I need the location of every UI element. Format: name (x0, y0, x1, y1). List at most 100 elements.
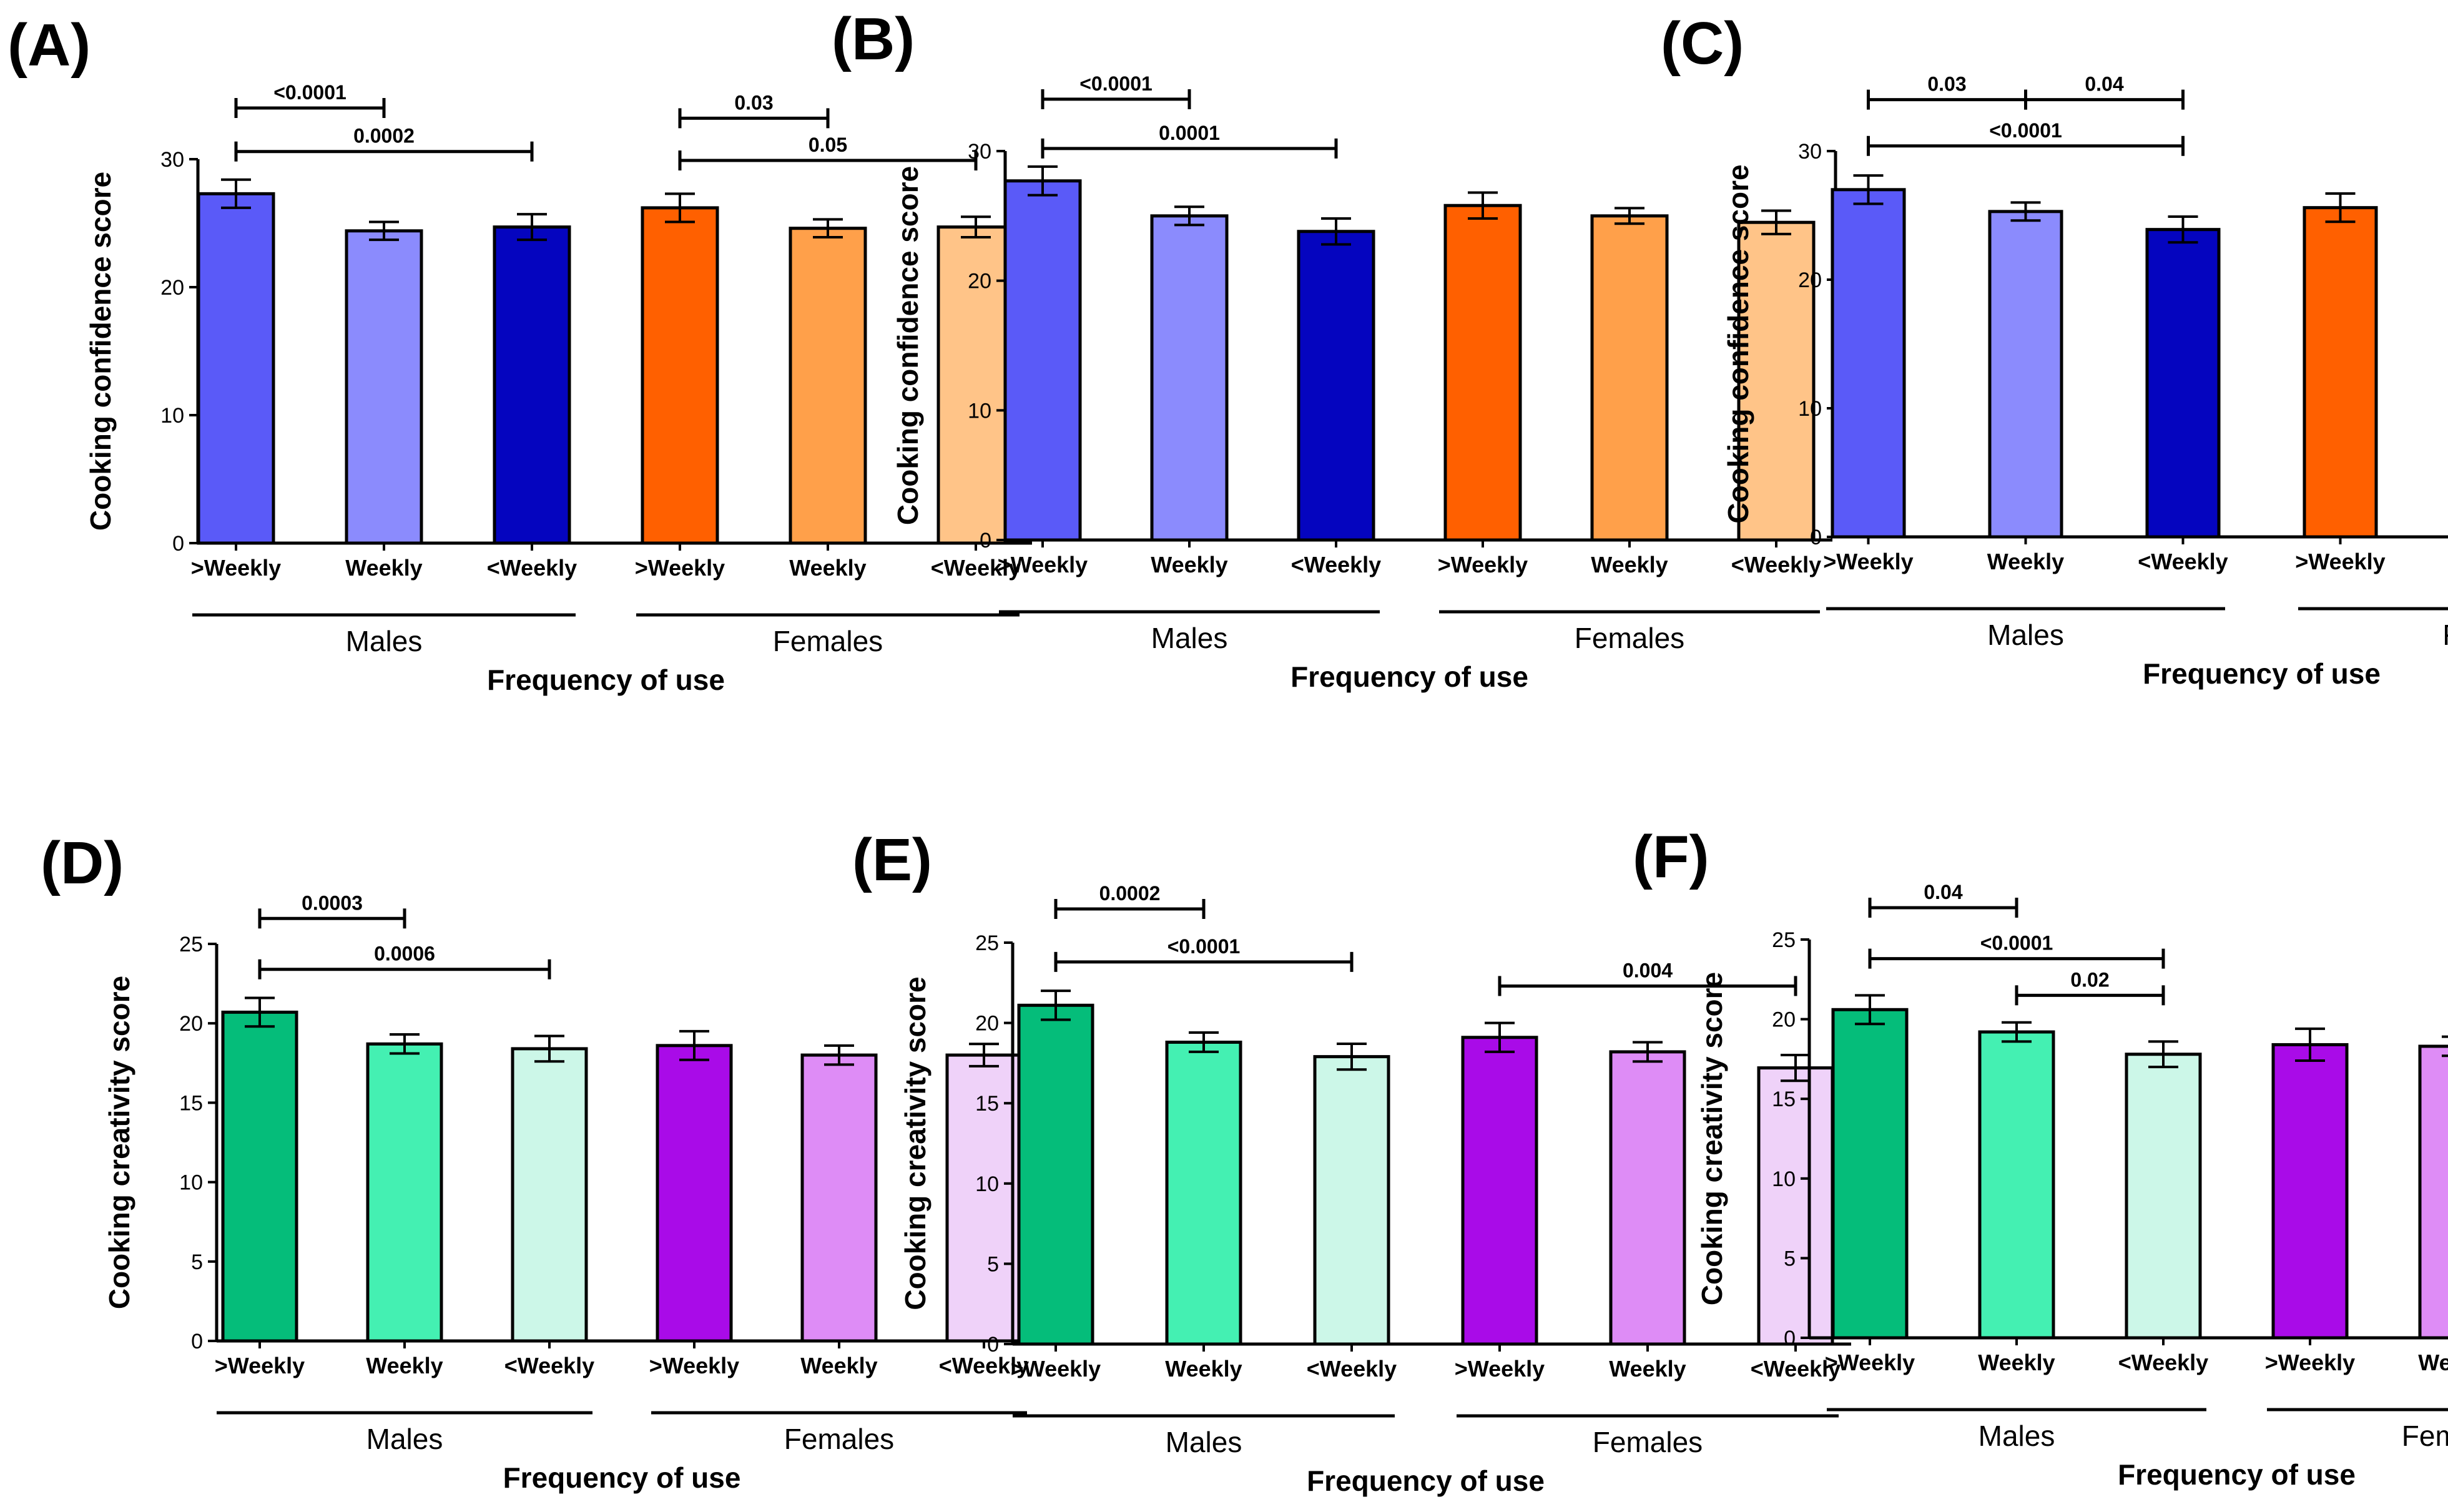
x-tick-label: >Weekly (1455, 1356, 1545, 1382)
x-tick-label: >Weekly (191, 555, 281, 581)
y-tick-label: 5 (987, 1252, 999, 1276)
y-axis-title: Cooking creativity score (899, 976, 932, 1310)
x-tick-label: Weekly (1165, 1356, 1242, 1382)
y-tick-label: 0 (987, 1333, 999, 1357)
chart-panel: (C) Cooking confidence score 0 10 20 30 >Weekl… (1661, 10, 2448, 690)
bar (1150, 214, 1229, 542)
y-tick-label: 15 (1772, 1087, 1796, 1111)
p-value-label: 0.04 (1924, 881, 1962, 903)
group-label: Males (1979, 1420, 2055, 1452)
bar (1313, 1055, 1390, 1346)
x-tick-label: <Weekly (1731, 552, 1821, 577)
bar (1978, 1030, 2055, 1340)
bar (1590, 214, 1669, 542)
y-axis-title: Cooking confidence score (892, 166, 924, 525)
x-axis-title: Frequency of use (487, 664, 725, 696)
y-tick-label: 10 (1798, 397, 1822, 421)
bar (656, 1044, 733, 1343)
bar (1003, 179, 1082, 542)
x-tick-label: >Weekly (1825, 1350, 1915, 1375)
panel-label: (C) (1661, 10, 1744, 77)
bar (641, 206, 719, 545)
y-tick-label: 20 (160, 276, 184, 300)
bar (1737, 220, 1816, 542)
x-tick-label: >Weekly (649, 1353, 739, 1378)
x-axis-title: Frequency of use (2143, 657, 2381, 690)
x-tick-label: Weekly (1987, 549, 2064, 574)
p-value-label: 0.03 (734, 91, 773, 114)
y-tick-label: 5 (191, 1250, 203, 1274)
group-label: Females (773, 625, 883, 657)
group-label: Females (2442, 619, 2448, 651)
bar (345, 229, 423, 545)
y-tick-label: 20 (179, 1012, 203, 1036)
group-label: Females (784, 1423, 894, 1455)
p-value-label: 0.0002 (353, 125, 415, 147)
group-label: Males (346, 625, 423, 657)
y-tick-label: 25 (179, 933, 203, 956)
p-value-label: <0.0001 (1980, 932, 2053, 955)
x-tick-label: >Weekly (215, 1353, 305, 1378)
y-tick-label: 20 (1798, 268, 1822, 292)
x-tick-label: <Weekly (1307, 1356, 1397, 1382)
y-tick-label: 15 (179, 1091, 203, 1115)
y-tick-label: 15 (975, 1092, 999, 1116)
y-tick-label: 20 (975, 1012, 999, 1036)
panel-label: (A) (7, 12, 91, 79)
p-value-label: 0.0003 (302, 891, 363, 914)
panel-label: (B) (832, 6, 915, 72)
y-axis-title: Cooking creativity score (103, 976, 135, 1309)
bar (221, 1010, 298, 1343)
x-tick-label: >Weekly (635, 555, 725, 581)
bar (1831, 188, 1906, 539)
x-tick-label: Weekly (1591, 552, 1668, 577)
bar (789, 227, 867, 545)
bar (2125, 1053, 2202, 1340)
y-axis-title: Cooking creativity score (1696, 972, 1728, 1305)
x-tick-label: <Weekly (939, 1353, 1029, 1378)
x-tick-label: Weekly (800, 1353, 877, 1378)
x-axis-title: Frequency of use (1307, 1465, 1545, 1497)
bar (493, 225, 571, 545)
bar (800, 1053, 878, 1343)
p-value-label: 0.05 (809, 134, 847, 156)
bar (197, 192, 275, 545)
y-tick-label: 30 (1798, 140, 1822, 164)
x-axis-title: Frequency of use (1290, 660, 1528, 693)
bar (366, 1042, 443, 1343)
y-tick-label: 10 (160, 404, 184, 428)
x-tick-label: <Weekly (2138, 549, 2228, 574)
bar (1831, 1008, 1909, 1340)
y-tick-label: 25 (1772, 928, 1796, 952)
y-tick-label: 30 (968, 140, 991, 164)
p-value-label: 0.004 (1623, 959, 1673, 981)
p-value-label: <0.0001 (1079, 72, 1153, 95)
p-value-label: <0.0001 (1989, 119, 2062, 142)
x-tick-label: <Weekly (504, 1353, 594, 1378)
y-tick-label: 10 (179, 1171, 203, 1195)
p-value-label: <0.0001 (273, 81, 347, 104)
p-value-label: 0.04 (2085, 73, 2123, 96)
p-value-label: 0.0001 (1159, 122, 1220, 144)
bar (1757, 1066, 1834, 1346)
y-tick-label: 10 (1772, 1167, 1796, 1191)
x-tick-label: <Weekly (2118, 1350, 2208, 1375)
group-label: Females (2402, 1420, 2448, 1452)
x-tick-label: <Weekly (1291, 552, 1381, 577)
bar (1609, 1050, 1686, 1346)
p-value-label: 0.0002 (1099, 882, 1161, 905)
bar (2303, 206, 2378, 539)
chart-panel: (F) Cooking creativity score 0 5 10 15 20 25 >We… (1633, 823, 2448, 1491)
x-tick-label: <Weekly (931, 555, 1021, 581)
y-tick-label: 10 (968, 399, 991, 423)
bar (1443, 204, 1522, 542)
bar (1165, 1040, 1242, 1346)
x-axis-title: Frequency of use (503, 1461, 741, 1494)
p-value-label: 0.03 (1927, 73, 1966, 96)
x-tick-label: >Weekly (1823, 549, 1913, 574)
y-tick-label: 20 (1772, 1008, 1796, 1032)
x-tick-label: >Weekly (2295, 549, 2385, 574)
y-axis-title: Cooking confidence score (1722, 164, 1754, 523)
group-label: Males (1987, 619, 2064, 651)
x-tick-label: >Weekly (2265, 1350, 2355, 1375)
